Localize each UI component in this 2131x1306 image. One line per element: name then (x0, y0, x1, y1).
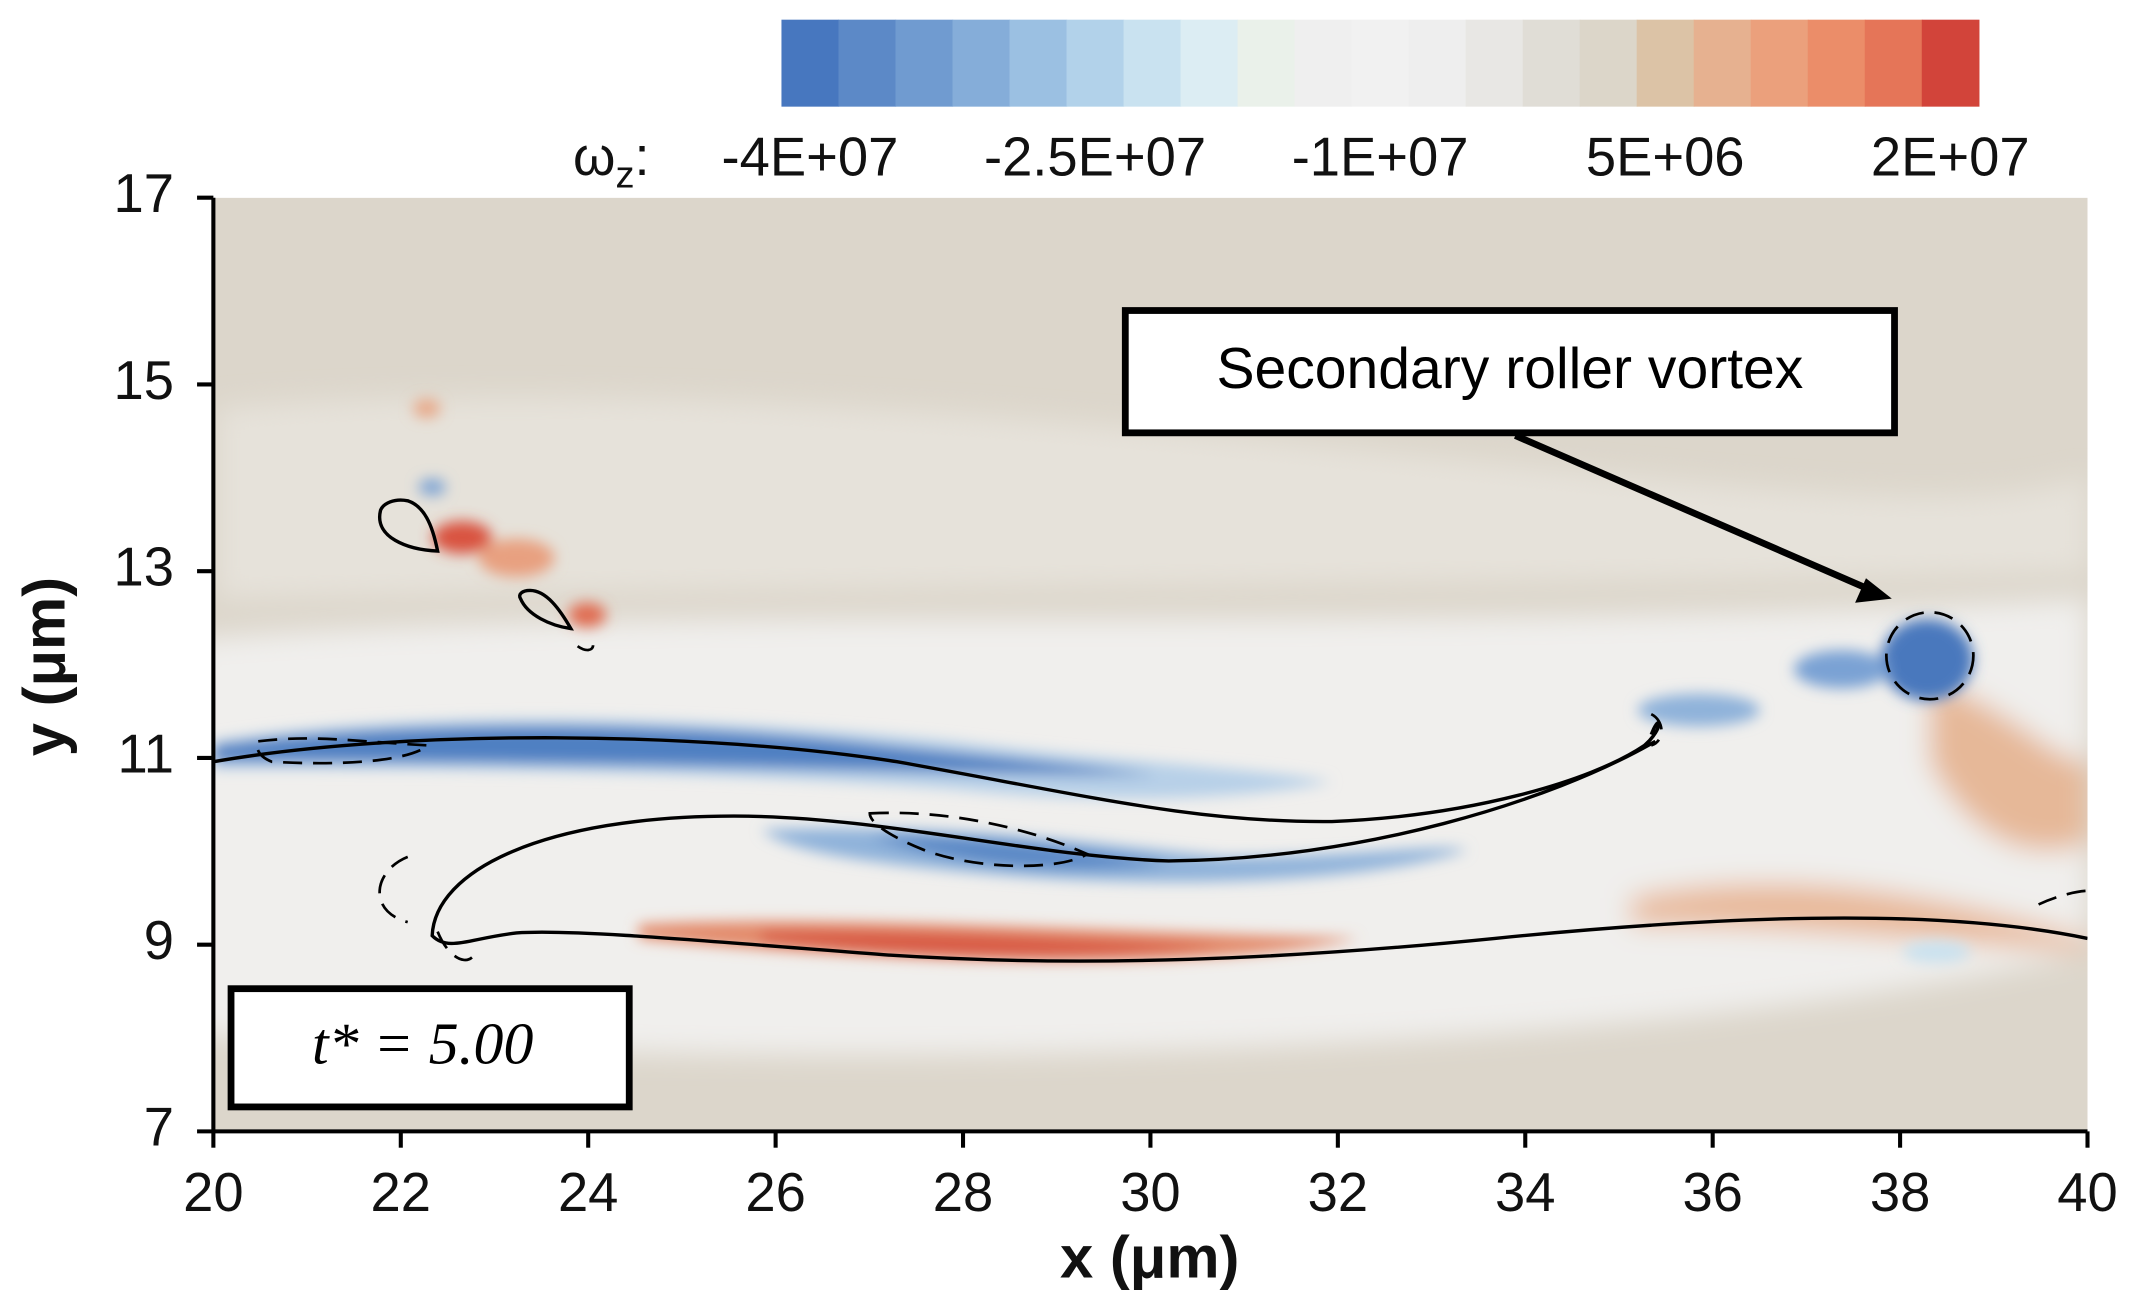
colorbar-band (952, 19, 1011, 107)
colorbar-band (1066, 19, 1125, 107)
x-tick-label: 40 (2057, 1162, 2117, 1223)
x-tick-label: 32 (1308, 1162, 1368, 1223)
annotation-time: t* = 5.00 (227, 985, 633, 1111)
colorbar-band (1237, 19, 1296, 107)
y-tick-label: 9 (144, 910, 174, 971)
x-tick-label: 26 (745, 1162, 805, 1223)
colorbar-tick-label: -1E+07 (1292, 126, 1469, 187)
y-tick-label: 13 (113, 537, 173, 598)
colorbar-tick-label: 5E+06 (1586, 126, 1745, 187)
colorbar-band (781, 19, 840, 107)
colorbar-label-part: : (635, 126, 650, 187)
colorbar-band (1009, 19, 1068, 107)
colorbar-band (1180, 19, 1239, 107)
colorbar-label: ωz: (573, 126, 650, 196)
colorbar-band (1351, 19, 1410, 107)
colorbar-tick-label: -2.5E+07 (984, 126, 1206, 187)
y-axis-label: y (μm) (11, 577, 78, 756)
colorbar-band (838, 19, 897, 107)
colorbar-band (1636, 19, 1695, 107)
x-tick-label: 38 (1870, 1162, 1930, 1223)
colorbar-band (895, 19, 954, 107)
colorbar-tick-label: 2E+07 (1871, 126, 2030, 187)
x-tick-label: 22 (371, 1162, 431, 1223)
annotation-vortex: Secondary roller vortex (1121, 307, 1898, 603)
colorbar-band (1693, 19, 1752, 107)
colorbar-band (1123, 19, 1182, 107)
colorbar-band (1921, 19, 1980, 107)
annotation-text: t* = 5.00 (312, 1011, 533, 1077)
y-tick-label: 11 (118, 723, 174, 784)
colorbar-band (1579, 19, 1638, 107)
x-axis-label: x (μm) (1060, 1224, 1239, 1291)
x-tick-label: 20 (183, 1162, 243, 1223)
y-tick-label: 17 (113, 163, 173, 224)
colorbar-band (1807, 19, 1866, 107)
colorbar-band (1750, 19, 1809, 107)
x-tick-label: 24 (558, 1162, 618, 1223)
colorbar-band (1294, 19, 1353, 107)
x-tick-label: 34 (1495, 1162, 1555, 1223)
colorbar-band (1465, 19, 1524, 107)
colorbar-band (1522, 19, 1581, 107)
x-tick-label: 30 (1120, 1162, 1180, 1223)
y-tick-label: 15 (113, 350, 173, 411)
colorbar-band (1408, 19, 1467, 107)
annotation-text: Secondary roller vortex (1216, 337, 1803, 401)
colorbar-tick-label: -4E+07 (722, 126, 899, 187)
x-tick-label: 36 (1682, 1162, 1742, 1223)
colorbar-label-part: ω (573, 126, 615, 187)
colorbar-band (1864, 19, 1923, 107)
y-tick-label: 7 (144, 1097, 174, 1158)
colorbar-label-part: z (615, 154, 634, 196)
x-tick-label: 28 (933, 1162, 993, 1223)
